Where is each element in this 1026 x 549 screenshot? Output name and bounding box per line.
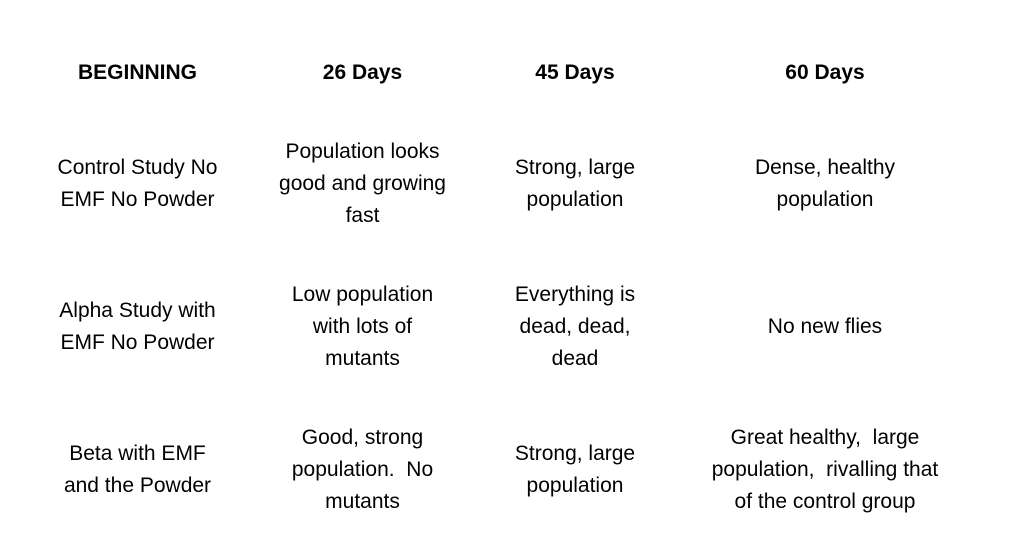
cell-alpha-60-days: No new flies <box>670 255 980 398</box>
cell-line: EMF No Powder <box>60 330 215 354</box>
cell-line: mutants <box>325 346 400 370</box>
column-header-label: 45 Days <box>535 61 615 84</box>
cell-alpha-26-days: Low population with lots of mutants <box>245 255 480 398</box>
cell-line: population. No <box>291 457 434 481</box>
cell-line: Strong, large <box>514 441 636 465</box>
cell-control-45-days: Strong, large population <box>480 112 670 255</box>
row-label-beta-study: Beta with EMF and the Powder <box>30 398 245 541</box>
cell-alpha-45-days: Everything is dead, dead, dead <box>480 255 670 398</box>
column-header-26-days: 26 Days <box>245 55 480 91</box>
cell-beta-26-days: Good, strong population. No mutants <box>245 398 480 541</box>
cell-line: population, rivalling that <box>711 457 939 481</box>
cell-control-26-days: Population looks good and growing fast <box>245 112 480 255</box>
cell-line: Low population <box>291 282 434 306</box>
cell-line: Strong, large <box>514 155 636 179</box>
cell-line: with lots of <box>312 314 413 338</box>
cell-line: Good, strong <box>301 425 424 449</box>
cell-line: fast <box>345 203 380 227</box>
cell-line: Control Study No <box>57 155 218 179</box>
cell-line: population <box>526 473 624 497</box>
row-label-alpha-study: Alpha Study with EMF No Powder <box>30 255 245 398</box>
row-label-control-study: Control Study No EMF No Powder <box>30 112 245 255</box>
cell-line: Alpha Study with <box>59 298 216 322</box>
cell-line: mutants <box>325 489 400 513</box>
cell-line: Great healthy, large <box>730 425 920 449</box>
column-header-60-days: 60 Days <box>670 55 980 91</box>
column-header-label: BEGINNING <box>77 61 197 84</box>
column-header-beginning: BEGINNING <box>30 55 245 91</box>
cell-beta-60-days: Great healthy, large population, rivalli… <box>670 398 980 541</box>
cell-line: dead, dead, <box>519 314 631 338</box>
cell-line: Dense, healthy <box>754 155 896 179</box>
cell-beta-45-days: Strong, large population <box>480 398 670 541</box>
cell-control-60-days: Dense, healthy population <box>670 112 980 255</box>
cell-line: population <box>526 187 624 211</box>
column-header-label: 60 Days <box>785 61 865 84</box>
column-header-label: 26 Days <box>322 61 403 84</box>
cell-line: Population looks <box>285 139 440 163</box>
cell-line: good and growing <box>279 171 446 195</box>
cell-line: dead <box>551 346 599 370</box>
cell-line: and the Powder <box>63 473 212 497</box>
cell-line: Everything is <box>514 282 636 306</box>
cell-line: of the control group <box>734 489 916 513</box>
cell-line: EMF No Powder <box>60 187 215 211</box>
cell-line: Beta with EMF <box>69 441 206 465</box>
cell-line: No new flies <box>767 314 883 338</box>
cell-line: population <box>776 187 874 211</box>
column-header-45-days: 45 Days <box>480 55 670 91</box>
